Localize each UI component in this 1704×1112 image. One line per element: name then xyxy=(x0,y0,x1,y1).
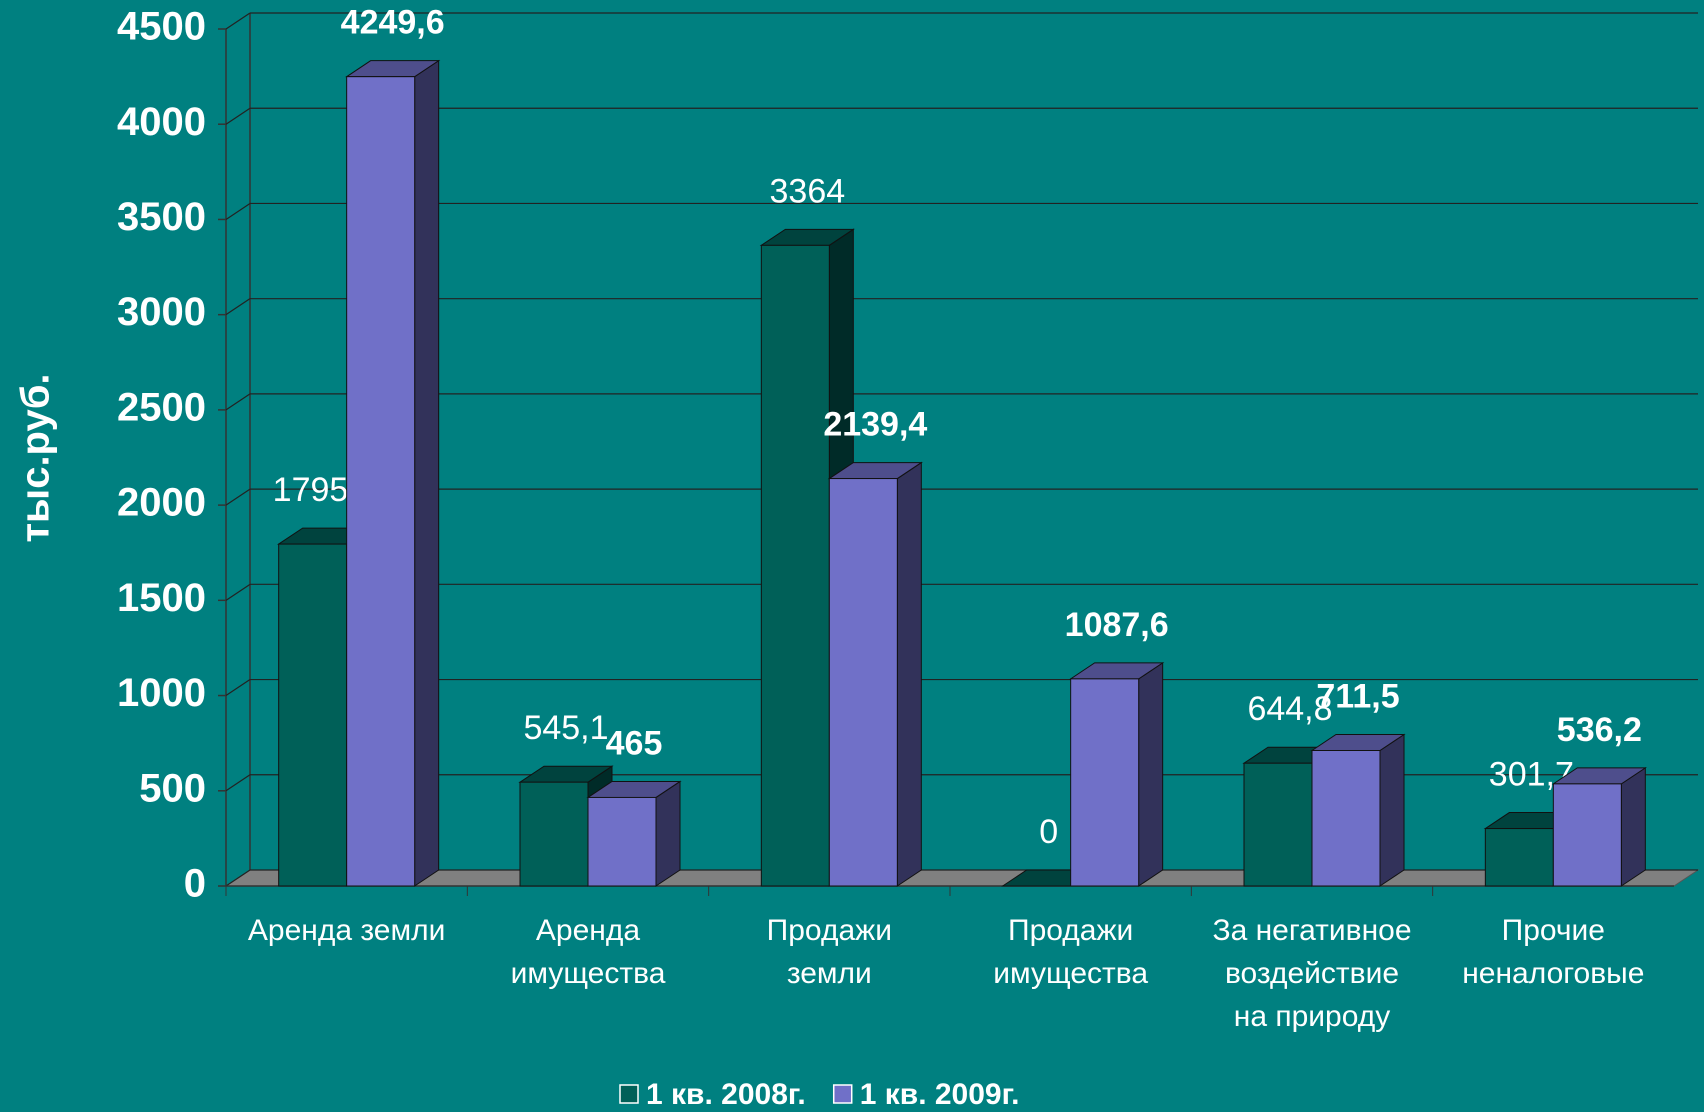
bar-side xyxy=(1379,733,1405,887)
value-label: 545,1 xyxy=(523,709,608,747)
legend-swatch xyxy=(832,1084,853,1104)
y-tick-label: 500 xyxy=(139,766,206,810)
x-tick-label: Прочие неналоговые xyxy=(1462,914,1644,990)
grid-line-side xyxy=(225,298,251,316)
value-label: 465 xyxy=(606,724,663,762)
y-tick-label: 3500 xyxy=(117,195,206,239)
grid-line-side xyxy=(225,202,251,220)
x-tick-label: Аренда земли xyxy=(248,914,445,947)
y-tick-label: 0 xyxy=(184,862,206,906)
bar xyxy=(1243,762,1313,887)
grid-line-side xyxy=(225,12,251,30)
y-axis-label: тыс.руб. xyxy=(14,373,58,542)
value-label: 3364 xyxy=(770,172,846,210)
value-label: 2139,4 xyxy=(823,406,927,444)
value-label: 4249,6 xyxy=(341,4,445,42)
value-label: 711,5 xyxy=(1316,677,1399,715)
grid-line-side xyxy=(225,583,251,601)
x-tick-label: За негативное воздействие на природу xyxy=(1212,914,1411,1033)
legend-label: 1 кв. 2008г. xyxy=(646,1078,806,1111)
legend-swatch xyxy=(619,1084,639,1104)
y-tick-label: 2000 xyxy=(117,481,206,525)
legend-label: 1 кв. 2009г. xyxy=(860,1078,1020,1111)
bar-side xyxy=(1138,661,1164,887)
bar-side xyxy=(655,780,681,887)
floor xyxy=(224,869,1700,887)
y-tick-label: 1500 xyxy=(117,576,206,620)
grid-line-side xyxy=(225,393,251,411)
grid-line-side xyxy=(225,869,251,887)
y-tick-label: 4000 xyxy=(117,100,206,144)
bar xyxy=(587,796,657,887)
bar xyxy=(760,244,830,887)
value-label: 1087,6 xyxy=(1065,606,1169,644)
y-tick-label: 1000 xyxy=(117,671,206,715)
grid-line-side xyxy=(225,679,251,697)
bar xyxy=(1311,749,1381,887)
bar xyxy=(1070,678,1140,887)
bar xyxy=(278,543,348,887)
bar xyxy=(1484,828,1554,887)
value-label: 644,8 xyxy=(1247,690,1332,728)
x-tick-label: Продажи имущества xyxy=(993,914,1148,990)
value-label: 0 xyxy=(1039,813,1058,851)
bar-side xyxy=(1620,766,1646,887)
bar xyxy=(828,478,898,887)
x-tick-label: Аренда имущества xyxy=(511,914,666,990)
grid-line-side xyxy=(225,107,251,125)
y-tick-label: 4500 xyxy=(117,5,206,49)
value-label: 536,2 xyxy=(1557,711,1642,749)
bar xyxy=(346,76,416,887)
grid-line-side xyxy=(225,774,251,792)
bar xyxy=(1552,783,1622,887)
grid-line-side xyxy=(225,488,251,506)
y-tick-label: 2500 xyxy=(117,385,206,429)
bar-side xyxy=(896,461,922,887)
bar xyxy=(519,781,589,887)
bar-side xyxy=(414,59,440,887)
x-tick-label: Продажи земли xyxy=(767,914,892,990)
y-tick-label: 3000 xyxy=(117,290,206,334)
